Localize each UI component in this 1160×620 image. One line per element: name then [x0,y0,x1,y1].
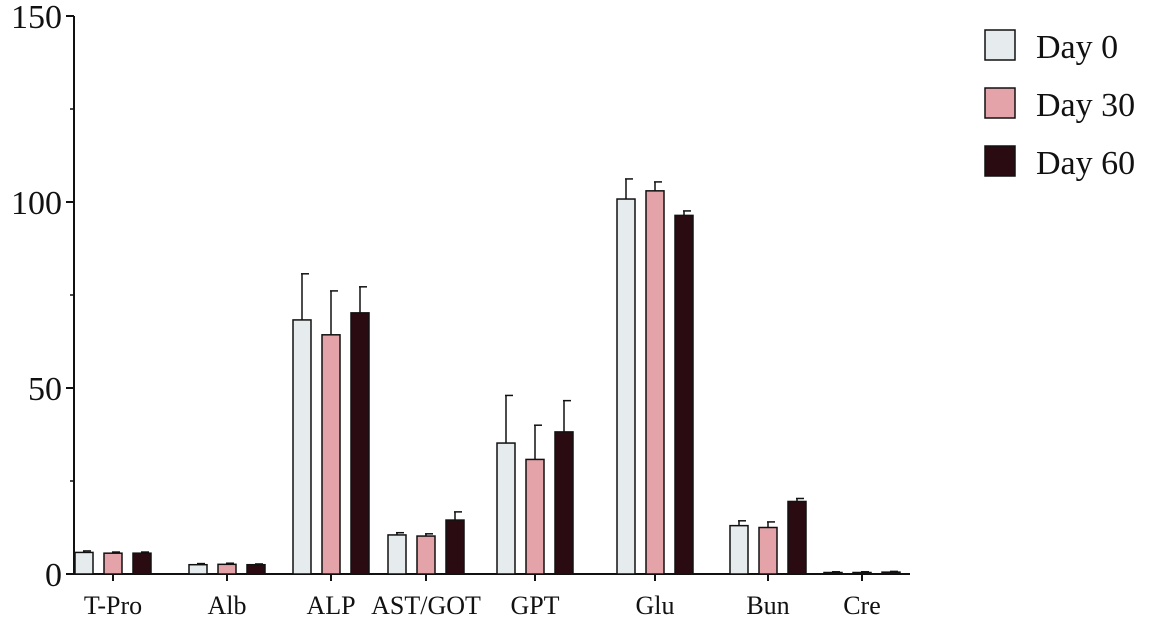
x-tick-label: Cre [843,591,881,620]
y-tick-label: 50 [28,371,62,408]
bar-day-30-alb [217,563,237,575]
bar-day-30-ast-got [416,535,436,575]
bar-day-30-cre [852,571,872,575]
legend-label: Day 60 [1036,145,1135,182]
bar-day-60-glu [674,214,694,575]
legend-label: Day 30 [1036,87,1135,124]
bar-day-60-cre [881,571,901,575]
bar-day-0-ast-got [387,534,407,575]
bar-day-30-t-pro [103,552,123,575]
bar-day-60-ast-got [445,519,465,575]
bar-day-30-bun [758,526,778,575]
bar-day-30-alp [321,334,341,575]
x-tick-label: Glu [636,591,675,620]
bars [74,178,901,575]
bar-day-0-t-pro [74,551,94,575]
legend-swatch [984,87,1016,119]
x-tick-label: Bun [746,591,789,620]
bar-day-60-gpt [554,431,574,575]
y-tick-label: 100 [11,185,62,222]
legend-label: Day 0 [1036,29,1118,66]
bar-day-30-glu [645,190,665,575]
bar-day-0-alp [292,319,312,575]
bar-day-0-cre [823,571,843,575]
x-tick-label: T-Pro [84,591,142,620]
x-axis: T-Pro Alb ALP AST/GOT GPT Glu Bun Cre [73,573,910,620]
x-tick-label: ALP [306,591,355,620]
y-axis: 0 50 100 150 [11,0,75,594]
x-tick-label: Alb [208,591,247,620]
legend: Day 0 Day 30 Day 60 [984,29,1135,182]
x-tick-label: GPT [510,591,559,620]
bar-day-0-alb [188,563,208,575]
bar-day-60-bun [787,500,807,575]
legend-swatch [984,29,1016,61]
bar-day-60-alb [246,563,266,575]
bar-day-0-glu [616,198,636,575]
bar-day-0-gpt [496,442,516,575]
y-tick-label: 150 [11,0,62,36]
bar-day-60-alp [350,312,370,575]
legend-swatch [984,145,1016,177]
bar-day-60-t-pro [132,552,152,575]
bar-day-0-bun [729,524,749,575]
y-tick-label: 0 [45,557,62,594]
x-tick-label: AST/GOT [371,591,481,620]
bar-day-30-gpt [525,458,545,575]
